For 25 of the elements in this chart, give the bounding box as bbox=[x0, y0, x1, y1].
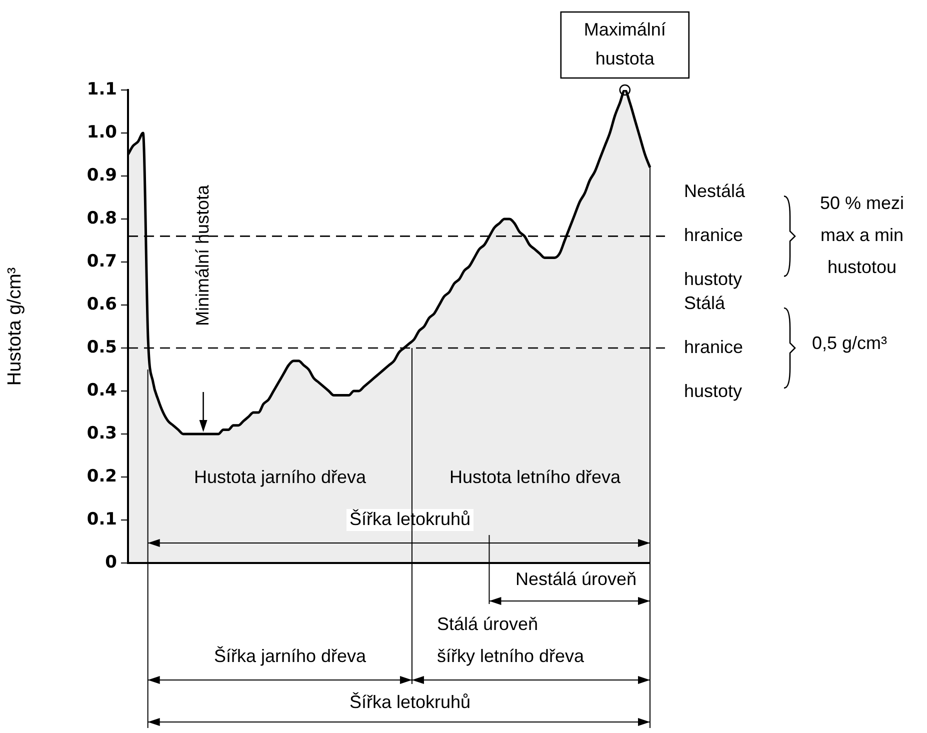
y-axis-title: Hustota g/cm³ bbox=[4, 267, 26, 386]
text: Nestálá hranice hustoty bbox=[684, 181, 746, 290]
y-tick-label: 0 bbox=[105, 552, 118, 572]
y-tick-label: 0.9 bbox=[86, 165, 117, 186]
y-tick-label: 1.1 bbox=[86, 79, 117, 100]
text: 0,5 g/cm³ bbox=[812, 332, 888, 353]
y-tick-label: 0.2 bbox=[86, 466, 117, 486]
y-tick-label: 0.6 bbox=[86, 294, 117, 314]
y-tick-label: 0.7 bbox=[86, 251, 117, 272]
text: Stálá úroveň šířky letního dřeva bbox=[437, 614, 586, 666]
text: Šířka jarního dřeva bbox=[214, 646, 368, 666]
y-tick-label: 0.4 bbox=[86, 380, 118, 400]
text: Stálá hranice hustoty bbox=[684, 292, 744, 401]
y-tick-label: 0.5 bbox=[86, 337, 117, 358]
annotation: Maximální hustota bbox=[584, 19, 666, 68]
annotation: Hustota letního dřeva bbox=[449, 466, 622, 487]
y-tick-label: 0.3 bbox=[86, 423, 117, 444]
y-tick-label: 0.8 bbox=[86, 208, 117, 228]
text: 50 % mezi max a min hustotou bbox=[820, 193, 904, 278]
text: Šířka letokruhů bbox=[349, 692, 471, 712]
y-tick-label: 0.1 bbox=[86, 509, 117, 530]
annotation: Minimální hustota bbox=[192, 184, 212, 326]
y-tick-label: 1.0 bbox=[86, 122, 118, 142]
annotation: Hustota jarního dřeva bbox=[194, 466, 368, 487]
text: Nestálá úroveň bbox=[515, 568, 637, 589]
